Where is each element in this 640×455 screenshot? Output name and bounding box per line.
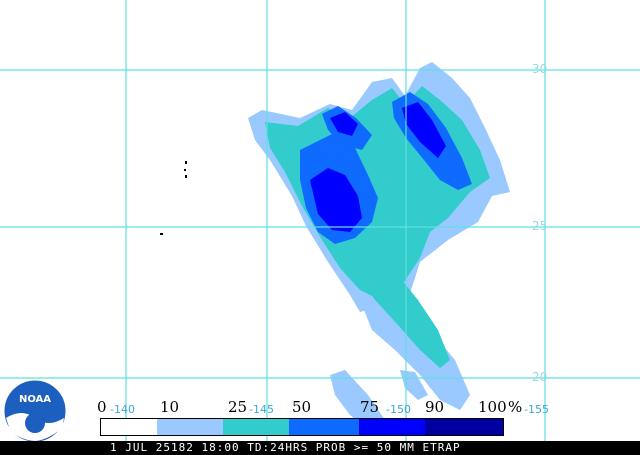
legend-labels: 0 -140 10 25 -145 50 75 -150 90 100 % -1… <box>0 398 640 418</box>
legend-swatch-10-25 <box>157 419 223 435</box>
coastline-specks <box>160 161 187 235</box>
noaa-logo: NOAA <box>3 379 67 443</box>
legend-value-75: 75 <box>360 398 380 416</box>
field-75-pct-north <box>330 112 358 136</box>
noaa-logo-text: NOAA <box>19 394 51 405</box>
product-caption: 1 JUL 25182 18:00 TD:24HRS PROB >= 50 MM… <box>0 441 640 455</box>
legend-value-50: 50 <box>292 398 312 416</box>
legend-swatch-0-10 <box>101 419 157 435</box>
field-25-pct-south <box>350 246 450 368</box>
legend-value-100: 100 <box>478 398 507 416</box>
legend-swatch-25-50 <box>223 419 289 435</box>
lon-label-150: -150 <box>386 403 411 416</box>
legend-swatch-50-75 <box>289 419 359 435</box>
legend-value-90: 90 <box>425 398 445 416</box>
precip-probability-field <box>248 62 510 432</box>
lon-label-155: -155 <box>524 403 549 416</box>
field-10-pct-south <box>360 290 470 410</box>
field-75-pct <box>310 168 362 232</box>
legend-swatch-75-90 <box>359 419 425 435</box>
lat-label-25: 25 <box>532 219 547 233</box>
lat-label-20: 20 <box>532 370 547 384</box>
legend-value-0: 0 <box>97 398 107 416</box>
field-10-pct-tail <box>330 370 385 432</box>
lon-label-145: -145 <box>249 403 274 416</box>
lat-lon-grid <box>0 0 640 441</box>
legend-value-10: 10 <box>160 398 180 416</box>
legend-swatch-90-100 <box>425 419 503 435</box>
lon-label-140: -140 <box>110 403 135 416</box>
lat-label-30: 30 <box>532 62 547 76</box>
field-75-pct-east <box>402 102 446 158</box>
legend-percent: % <box>508 398 523 416</box>
legend-color-bar <box>100 418 504 436</box>
legend-value-25: 25 <box>228 398 248 416</box>
lat-labels: 30 25 20 <box>532 62 547 384</box>
